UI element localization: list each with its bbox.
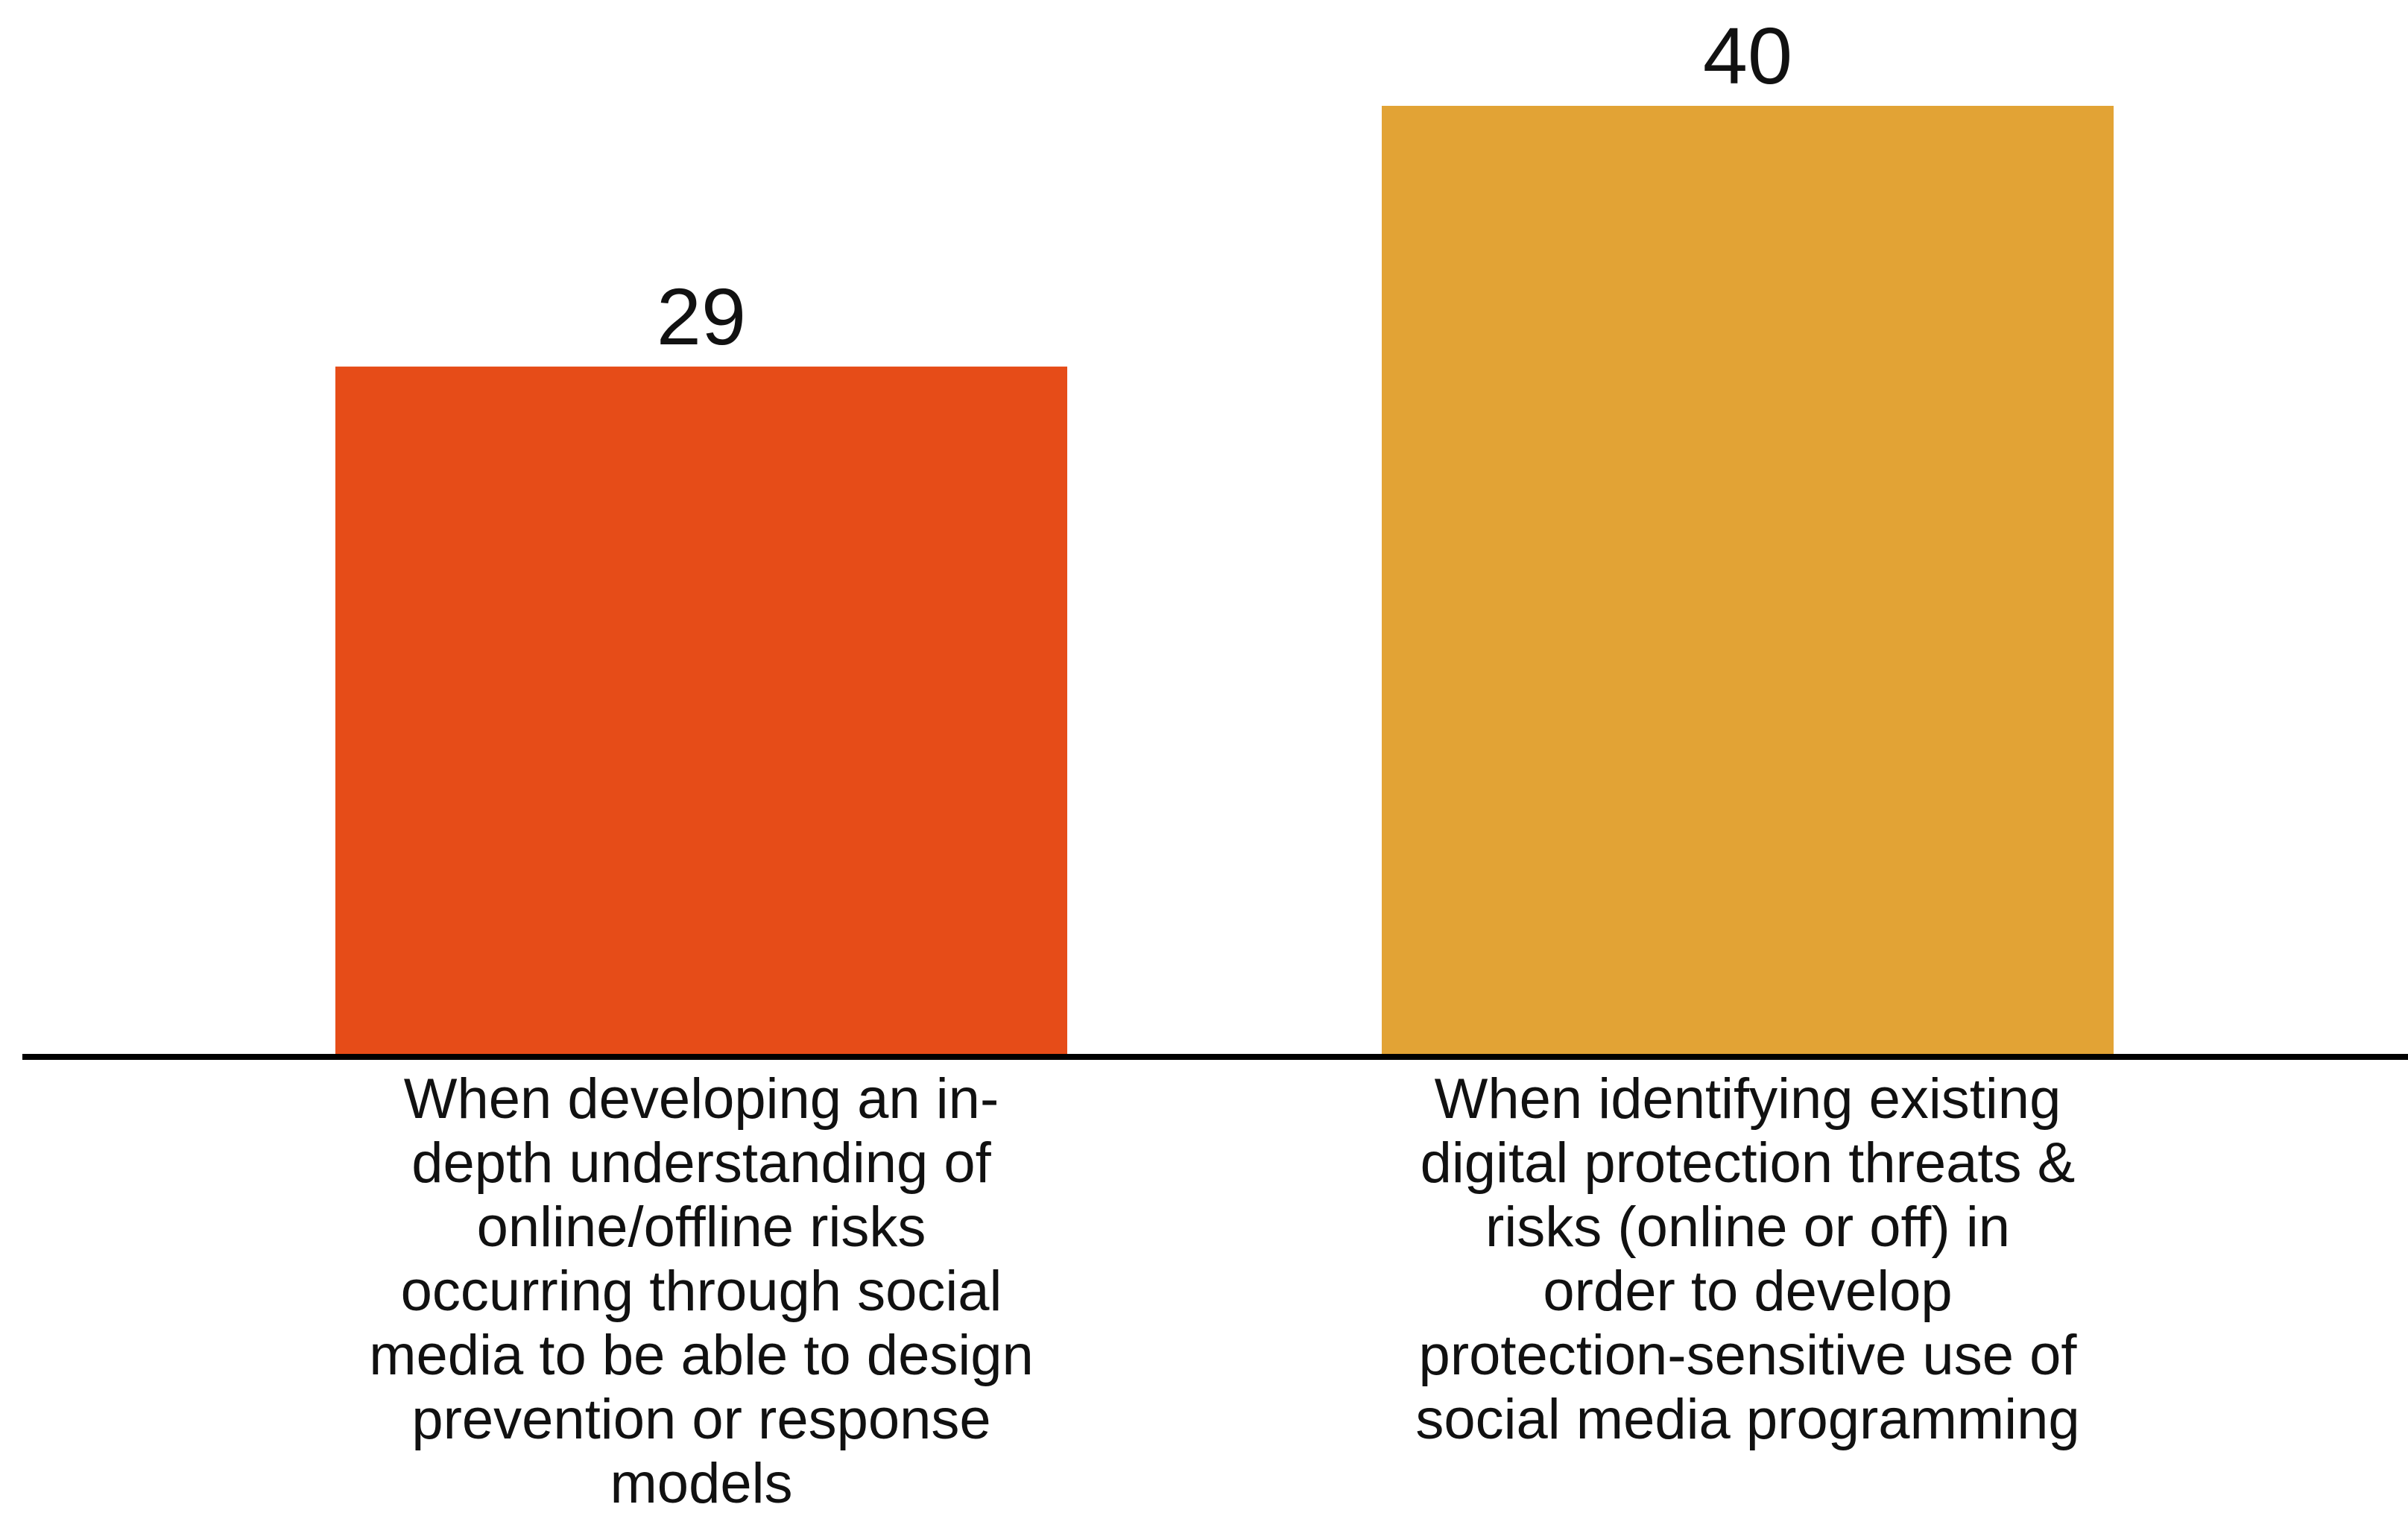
category-label-0: When developing an in- depth understandi… xyxy=(369,1067,1034,1515)
category-label-1: When identifying existing digital protec… xyxy=(1415,1067,2080,1451)
bar-1 xyxy=(1382,106,2114,1054)
bar-0 xyxy=(335,366,1067,1054)
value-label-0: 29 xyxy=(657,271,746,361)
value-label-1: 40 xyxy=(1703,10,1792,101)
